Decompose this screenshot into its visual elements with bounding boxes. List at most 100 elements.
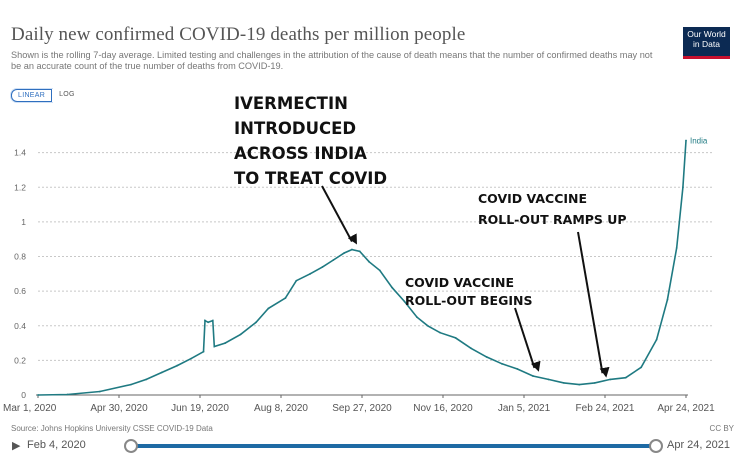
series-point [426,324,429,327]
chart-title: Daily new confirmed COVID-19 deaths per … [11,24,466,45]
series-point [547,378,550,381]
series-point [682,186,684,189]
annotation-arrow [514,307,541,372]
x-tick-label: Aug 8, 2020 [254,403,308,414]
series-point [202,350,205,353]
series-point [378,269,381,272]
series-point [624,376,627,379]
series-point [403,300,406,303]
series-label-india[interactable]: India [690,137,708,146]
x-tick-label: Nov 16, 2020 [413,403,473,414]
series-point [207,321,210,324]
x-tick-label: Apr 30, 2020 [90,403,148,414]
series-point [454,336,457,339]
annotation-text: COVID VACCINE [405,275,514,290]
timeline-slider: ▶ Feb 4, 2020 Apr 24, 2021 [0,436,750,456]
scale-toggle: LINEAR LOG [11,89,81,102]
series-point [204,319,206,322]
series-point [145,378,148,381]
annotation: COVID VACCINE ROLL-OUT BEGINS [405,275,541,372]
series-point [439,331,442,334]
x-tick-label: Sep 27, 2020 [332,403,392,414]
annotation-text: ROLL-OUT RAMPS UP [478,212,627,227]
annotation-arrow [321,185,357,245]
timeline-track[interactable] [133,444,655,448]
series-point [485,356,488,358]
timeline-end-handle[interactable] [649,439,663,453]
y-tick-label: 0 [21,390,26,400]
series-point [562,381,565,384]
y-tick-label: 0.6 [14,286,26,296]
play-icon[interactable]: ▶ [12,440,21,452]
log-scale-button[interactable]: LOG [52,89,81,102]
series-point [358,250,361,253]
annotation-text: TO TREAT COVID [234,169,387,188]
x-axis-ticks: Mar 1, 2020 Apr 30, 2020 Jun 19, 2020 Aug 8… [3,395,715,414]
series-point [211,319,214,322]
annotation-text: ROLL-OUT BEGINS [405,293,532,308]
annotation: IVERMECTIN INTRODUCED ACROSS INDIA TO TREAT… [234,94,387,245]
series-point [391,286,394,289]
annotations: IVERMECTIN INTRODUCED ACROSS INDIA TO TREAT… [234,94,627,378]
series-point [578,383,581,386]
series-point [351,248,353,251]
series-point [284,297,287,299]
annotation-text: INTRODUCED [234,119,356,138]
y-tick-label: 0.2 [14,355,26,365]
annotation-text: IVERMECTIN [234,94,348,113]
logo-line-2: in Data [693,39,720,49]
series-point [501,362,503,365]
series-point [609,378,612,381]
series-point [160,371,163,374]
annotation: COVID VACCINE ROLL-OUT RAMPS UP [478,191,627,378]
timeline-end-label: Apr 24, 2021 [667,439,730,451]
series-point [190,357,193,360]
y-tick-label: 0.4 [14,321,26,331]
series-point [213,345,216,348]
y-tick-label: 1.4 [14,148,26,158]
gridlines [38,152,714,361]
series-point [295,279,298,282]
annotation-arrow [577,231,610,378]
source-note[interactable]: Source: Johns Hopkins University CSSE CO… [11,424,213,433]
series-point [593,381,596,384]
chart-subtitle: Shown is the rolling 7-day average. Limi… [11,50,653,71]
x-tick-label: Jun 19, 2020 [171,403,229,414]
x-tick-label: Mar 1, 2020 [3,403,57,414]
y-tick-label: 0.8 [14,252,26,262]
owid-logo[interactable]: Our World in Data [683,27,730,59]
series-point [239,333,242,336]
series-point [129,383,132,386]
series-point [267,307,270,310]
linear-scale-button[interactable]: LINEAR [11,89,53,102]
timeline-start-handle[interactable] [124,439,138,453]
series-point [343,252,346,254]
series-point [470,347,472,350]
series-point [98,390,101,393]
series-point [368,260,370,263]
series-point [531,375,534,377]
timeline-start-label: Feb 4, 2020 [27,439,86,451]
series-line-india[interactable] [37,140,687,396]
series-point [224,342,227,344]
series-point [37,394,39,396]
x-tick-label: Jan 5, 2021 [498,403,551,414]
x-tick-label: Apr 24, 2021 [657,403,715,414]
license-label[interactable]: CC BY [709,424,734,433]
series-point [685,139,687,142]
series-point [332,259,335,261]
series-point [321,265,324,268]
series-point [640,366,643,369]
series-point [255,321,257,324]
series-point [675,246,678,249]
annotation-text: COVID VACCINE [478,191,587,206]
series-point [666,298,669,301]
series-point [416,316,418,318]
x-tick-label: Feb 24, 2021 [576,403,635,414]
series-point [655,338,658,341]
logo-line-1: Our World [687,29,726,39]
y-tick-label: 1 [21,217,26,227]
series-point [66,393,69,396]
series-point [516,368,519,370]
